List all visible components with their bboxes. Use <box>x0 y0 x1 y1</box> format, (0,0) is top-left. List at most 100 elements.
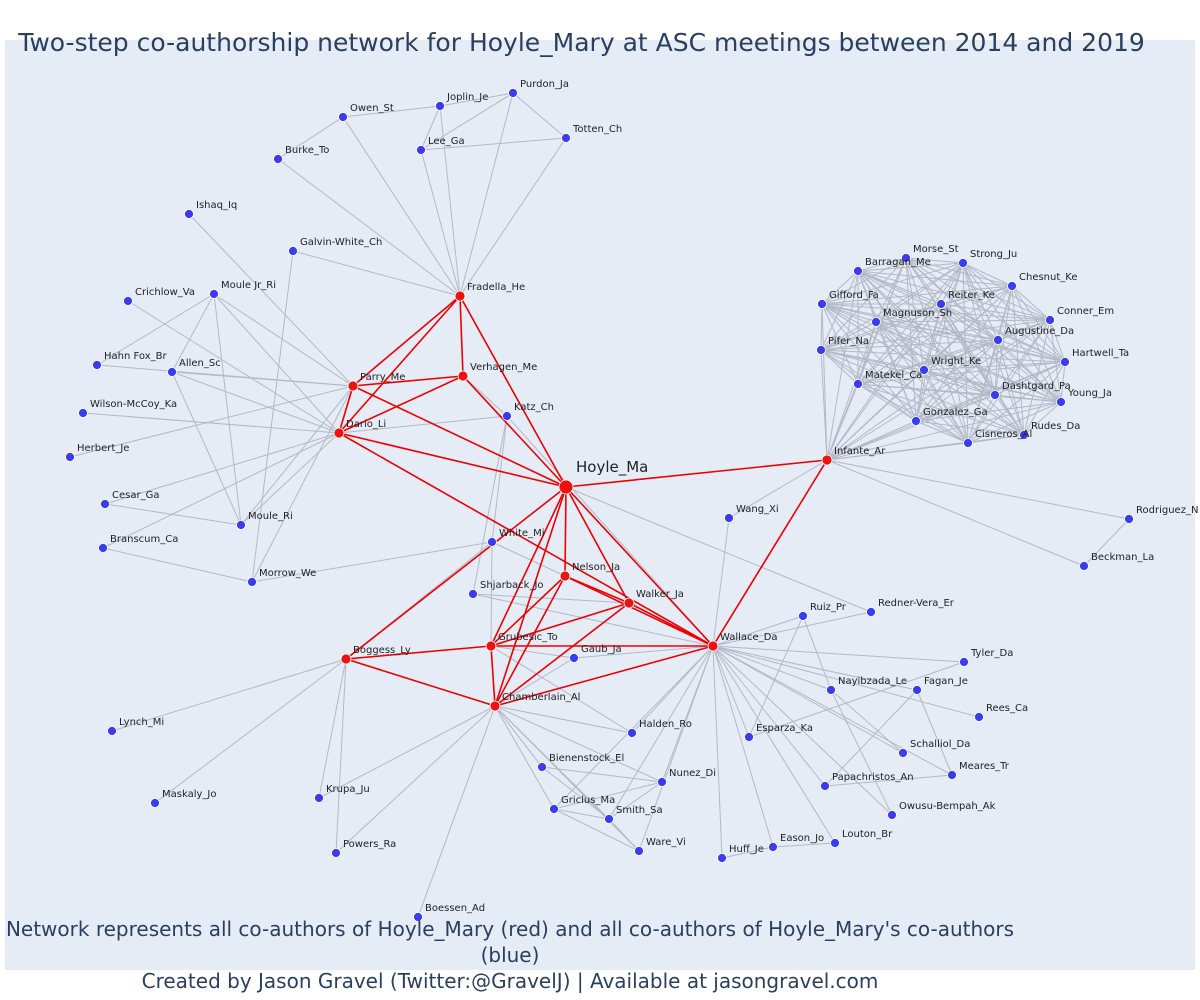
node-rees-ca[interactable] <box>974 712 984 722</box>
node-papachristos-an[interactable] <box>820 781 830 791</box>
node-verhagen-me[interactable] <box>457 370 469 382</box>
node-gonzalez-ga[interactable] <box>911 416 921 426</box>
edge-cluster <box>820 349 1025 436</box>
node-label: Walker_Ja <box>636 589 684 600</box>
node-joplin-je[interactable] <box>435 101 445 111</box>
node-grubesic-to[interactable] <box>485 640 497 652</box>
node-fradella-he[interactable] <box>454 290 466 302</box>
node-owusu-bempah-ak[interactable] <box>887 810 897 820</box>
node-ruiz-pr[interactable] <box>798 611 808 621</box>
node-cesar-ga[interactable] <box>100 499 110 509</box>
node-hartwell-ta[interactable] <box>1060 357 1070 367</box>
node-hahn-fox-br[interactable] <box>92 360 102 370</box>
node-boggess-ly[interactable] <box>340 653 352 665</box>
node-ishaq-iq[interactable] <box>184 209 194 219</box>
node-morse-st[interactable] <box>901 253 911 263</box>
node-wright-ke[interactable] <box>919 365 929 375</box>
node-burke-to[interactable] <box>273 154 283 164</box>
edge-cluster <box>1023 319 1051 436</box>
node-wilson-mccoy-ka[interactable] <box>78 408 88 418</box>
node-conner-em[interactable] <box>1045 315 1055 325</box>
node-purdon-ja[interactable] <box>508 88 518 98</box>
edge-cluster <box>857 383 1062 403</box>
edge-cluster <box>994 339 999 396</box>
node-herbert-je[interactable] <box>65 452 75 462</box>
node-schalliol-da[interactable] <box>898 748 908 758</box>
node-totten-ch[interactable] <box>561 133 571 143</box>
edge-second-degree <box>111 658 347 732</box>
edge-cluster <box>875 303 942 323</box>
node-maskaly-jo[interactable] <box>150 798 160 808</box>
node-allen-sc[interactable] <box>167 367 177 377</box>
node-rudes-da[interactable] <box>1019 430 1029 440</box>
node-shjarback-jo[interactable] <box>468 589 478 599</box>
node-galvin-white-ch[interactable] <box>288 246 298 256</box>
node-label: Ruiz_Pr <box>810 602 847 613</box>
node-dario-li[interactable] <box>333 427 345 439</box>
node-moule-jr-ri[interactable] <box>209 289 219 299</box>
edge-second-degree <box>171 371 340 434</box>
node-lee-ga[interactable] <box>416 145 426 155</box>
node-nayibzada-le[interactable] <box>826 685 836 695</box>
node-gifford-fa[interactable] <box>817 299 827 309</box>
node-nunez-di[interactable] <box>657 777 667 787</box>
node-louton-br[interactable] <box>830 838 840 848</box>
edge-cluster <box>923 369 1025 436</box>
node-young-ja[interactable] <box>1056 397 1066 407</box>
node-white-mi[interactable] <box>487 537 497 547</box>
edge-second-degree <box>712 645 893 816</box>
edge-second-degree <box>127 300 340 434</box>
node-katz-ch[interactable] <box>502 411 512 421</box>
node-pifer-na[interactable] <box>816 345 826 355</box>
node-label: Strong_Ju <box>970 249 1017 260</box>
node-infante-ar[interactable] <box>821 454 833 466</box>
node-rodriguez-n[interactable] <box>1124 514 1134 524</box>
node-smith-sa[interactable] <box>604 814 614 824</box>
node-powers-ra[interactable] <box>331 848 341 858</box>
node-lynch-mi[interactable] <box>107 726 117 736</box>
node-tyler-da[interactable] <box>959 657 969 667</box>
node-fagan-je[interactable] <box>912 685 922 695</box>
edge-second-degree <box>491 415 508 543</box>
node-wallace-da[interactable] <box>707 640 719 652</box>
node-label: Shjarback_Jo <box>480 580 544 591</box>
node-chamberlain-al[interactable] <box>489 700 501 712</box>
node-hoyle-ma[interactable] <box>558 479 574 495</box>
node-augustine-da[interactable] <box>993 335 1003 345</box>
node-krupa-ju[interactable] <box>314 793 324 803</box>
node-redner-vera-er[interactable] <box>866 607 876 617</box>
node-matekel-ca[interactable] <box>853 379 863 389</box>
node-dashtgard-pa[interactable] <box>990 390 1000 400</box>
node-meares-tr[interactable] <box>947 770 957 780</box>
node-barragan-me[interactable] <box>853 266 863 276</box>
edge-first-degree <box>565 459 828 488</box>
node-reiter-ke[interactable] <box>936 299 946 309</box>
node-cisneros-al[interactable] <box>963 438 973 448</box>
node-eason-jo[interactable] <box>768 842 778 852</box>
node-esparza-ka[interactable] <box>744 732 754 742</box>
node-magnuson-sh[interactable] <box>871 317 881 327</box>
node-beckman-la[interactable] <box>1079 561 1089 571</box>
node-wang-xi[interactable] <box>724 513 734 523</box>
node-morrow-we[interactable] <box>247 577 257 587</box>
node-owen-st[interactable] <box>338 112 348 122</box>
node-label: Rees_Ca <box>986 703 1028 714</box>
node-bienenstock-el[interactable] <box>537 762 547 772</box>
node-gaub-ja[interactable] <box>569 653 579 663</box>
edge-cluster <box>923 369 969 444</box>
node-branscum-ca[interactable] <box>98 543 108 553</box>
node-walker-ja[interactable] <box>623 597 635 609</box>
node-crichlow-va[interactable] <box>123 296 133 306</box>
node-strong-ju[interactable] <box>958 258 968 268</box>
node-boessen-ad[interactable] <box>413 912 423 922</box>
node-halden-ro[interactable] <box>627 728 637 738</box>
node-griclus-ma[interactable] <box>549 804 559 814</box>
node-ware-vi[interactable] <box>634 846 644 856</box>
node-parry-me[interactable] <box>347 380 359 392</box>
node-chesnut-ke[interactable] <box>1007 281 1017 291</box>
node-huff-je[interactable] <box>717 853 727 863</box>
edge-cluster <box>875 321 917 422</box>
node-moule-ri[interactable] <box>236 520 246 530</box>
node-nelson-ja[interactable] <box>559 570 571 582</box>
edge-cluster <box>940 303 999 341</box>
